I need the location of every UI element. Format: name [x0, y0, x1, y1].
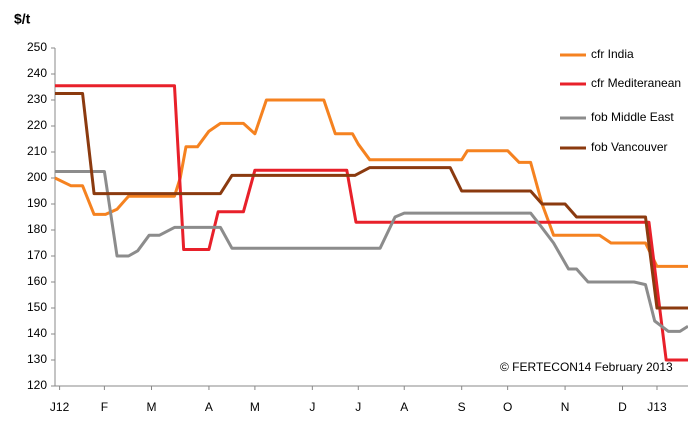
x-tick-label: A: [205, 400, 213, 414]
x-tick-label: O: [503, 400, 512, 414]
legend-label: fob Vancouver: [591, 140, 668, 154]
x-tick-label: J: [309, 400, 315, 414]
y-tick-label: 130: [27, 352, 47, 366]
x-tick-label: J13: [647, 400, 667, 414]
y-tick-label: 250: [27, 40, 47, 54]
y-axis-label: $/t: [14, 11, 31, 27]
legend-label: cfr Mediteranean: [591, 76, 681, 90]
legend-label: fob Middle East: [591, 110, 674, 124]
x-tick-label: M: [147, 400, 157, 414]
legend-label: cfr India: [591, 47, 634, 61]
x-tick-label: F: [101, 400, 108, 414]
y-tick-label: 140: [27, 326, 47, 340]
x-tick-label: J12: [50, 400, 70, 414]
series-line: [55, 84, 688, 362]
x-tick-label: J: [355, 400, 361, 414]
x-tick-label: N: [561, 400, 570, 414]
annotation: © FERTECON14 February 2013: [500, 360, 673, 374]
y-tick-label: 150: [27, 300, 47, 314]
x-tick-label: S: [458, 400, 466, 414]
series-line: [55, 170, 688, 333]
x-tick-label: M: [250, 400, 260, 414]
y-tick-label: 170: [27, 248, 47, 262]
y-tick-label: 200: [27, 170, 47, 184]
y-tick-label: 230: [27, 92, 47, 106]
y-tick-label: 180: [27, 222, 47, 236]
y-tick-label: 190: [27, 196, 47, 210]
y-tick-label: 240: [27, 66, 47, 80]
series-line: [54, 98, 688, 268]
y-tick-label: 160: [27, 274, 47, 288]
series-line: [55, 92, 688, 310]
x-tick-label: A: [400, 400, 408, 414]
x-tick-label: D: [618, 400, 627, 414]
y-tick-label: 210: [27, 144, 47, 158]
y-tick-label: 120: [27, 378, 47, 392]
y-tick-label: 220: [27, 118, 47, 132]
